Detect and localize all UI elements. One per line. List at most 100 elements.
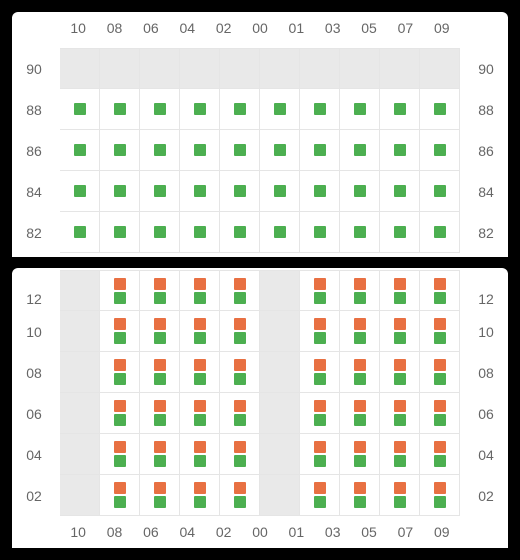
seat-cell <box>260 352 300 393</box>
seat-cell[interactable] <box>420 212 460 253</box>
seat-cell[interactable] <box>220 212 260 253</box>
seat-cell[interactable] <box>420 311 460 352</box>
seat-cell[interactable] <box>300 270 340 311</box>
seat-dot-orange <box>314 359 326 371</box>
seat-cell[interactable] <box>100 352 140 393</box>
seat-cell[interactable] <box>60 130 100 171</box>
seat-dot-orange <box>154 482 166 494</box>
seat-cell[interactable] <box>100 475 140 516</box>
seat-cell[interactable] <box>380 212 420 253</box>
seat-cell[interactable] <box>60 89 100 130</box>
seat-cell[interactable] <box>140 171 180 212</box>
seat-cell[interactable] <box>340 475 380 516</box>
seat-dot-green <box>114 414 126 426</box>
seat-cell[interactable] <box>420 393 460 434</box>
seat-cell[interactable] <box>380 270 420 311</box>
seat-cell[interactable] <box>420 475 460 516</box>
seat-cell[interactable] <box>100 393 140 434</box>
seat-cell[interactable] <box>300 475 340 516</box>
seat-cell[interactable] <box>300 130 340 171</box>
seat-cell[interactable] <box>380 311 420 352</box>
seat-cell[interactable] <box>140 434 180 475</box>
seat-cell[interactable] <box>340 171 380 212</box>
seat-cell[interactable] <box>380 130 420 171</box>
seat-cell[interactable] <box>180 352 220 393</box>
seat-cell[interactable] <box>300 393 340 434</box>
seat-dot-green <box>154 455 166 467</box>
seat-cell[interactable] <box>180 212 220 253</box>
seat-cell[interactable] <box>180 89 220 130</box>
seat-cell[interactable] <box>140 475 180 516</box>
seat-cell[interactable] <box>260 212 300 253</box>
seat-cell[interactable] <box>140 311 180 352</box>
seat-dot-orange <box>114 318 126 330</box>
seat-cell[interactable] <box>180 434 220 475</box>
seat-cell[interactable] <box>340 393 380 434</box>
seat-cell[interactable] <box>300 171 340 212</box>
seat-cell[interactable] <box>60 171 100 212</box>
seat-cell[interactable] <box>300 434 340 475</box>
seat-cell[interactable] <box>140 270 180 311</box>
seat-cell[interactable] <box>180 130 220 171</box>
seat-cell[interactable] <box>220 393 260 434</box>
seat-cell[interactable] <box>380 393 420 434</box>
seat-cell[interactable] <box>260 171 300 212</box>
seat-cell[interactable] <box>300 311 340 352</box>
seat-cell[interactable] <box>100 434 140 475</box>
seat-cell[interactable] <box>340 352 380 393</box>
seat-cell[interactable] <box>140 212 180 253</box>
seat-cell[interactable] <box>420 89 460 130</box>
seat-cell[interactable] <box>340 311 380 352</box>
seat-dot-green <box>434 185 446 197</box>
seat-cell[interactable] <box>140 352 180 393</box>
seat-cell[interactable] <box>100 270 140 311</box>
seat-cell[interactable] <box>420 171 460 212</box>
seat-cell[interactable] <box>100 311 140 352</box>
seat-cell[interactable] <box>100 212 140 253</box>
seat-cell[interactable] <box>140 393 180 434</box>
seat-cell[interactable] <box>220 352 260 393</box>
seat-cell[interactable] <box>340 434 380 475</box>
seat-cell[interactable] <box>100 89 140 130</box>
seat-cell[interactable] <box>300 89 340 130</box>
seat-cell[interactable] <box>180 270 220 311</box>
seat-cell[interactable] <box>220 311 260 352</box>
seat-cell[interactable] <box>340 130 380 171</box>
seat-cell[interactable] <box>420 130 460 171</box>
seat-cell[interactable] <box>220 130 260 171</box>
seat-dot-green <box>194 414 206 426</box>
seat-cell[interactable] <box>140 130 180 171</box>
seat-cell[interactable] <box>100 171 140 212</box>
seat-cell[interactable] <box>380 89 420 130</box>
seat-cell[interactable] <box>380 475 420 516</box>
seat-cell <box>60 393 100 434</box>
seat-cell <box>260 393 300 434</box>
seat-cell[interactable] <box>180 393 220 434</box>
seat-cell[interactable] <box>340 270 380 311</box>
seat-cell[interactable] <box>220 171 260 212</box>
seat-cell[interactable] <box>220 89 260 130</box>
seat-cell[interactable] <box>260 89 300 130</box>
seat-dot-green <box>434 373 446 385</box>
seat-cell[interactable] <box>380 434 420 475</box>
seat-cell[interactable] <box>340 212 380 253</box>
seat-cell[interactable] <box>300 352 340 393</box>
seat-cell[interactable] <box>220 475 260 516</box>
seat-cell[interactable] <box>140 89 180 130</box>
seat-cell[interactable] <box>420 434 460 475</box>
seat-cell[interactable] <box>60 212 100 253</box>
seat-cell[interactable] <box>100 130 140 171</box>
seat-cell[interactable] <box>180 171 220 212</box>
seat-cell[interactable] <box>340 89 380 130</box>
seat-cell[interactable] <box>420 352 460 393</box>
seat-cell[interactable] <box>180 475 220 516</box>
seat-cell[interactable] <box>220 434 260 475</box>
seat-cell[interactable] <box>260 130 300 171</box>
seat-cell[interactable] <box>420 270 460 311</box>
seat-cell[interactable] <box>380 352 420 393</box>
seat-cell[interactable] <box>180 311 220 352</box>
seat-cell[interactable] <box>300 212 340 253</box>
seat-cell[interactable] <box>380 171 420 212</box>
seat-cell[interactable] <box>220 270 260 311</box>
column-label: 05 <box>351 18 387 38</box>
